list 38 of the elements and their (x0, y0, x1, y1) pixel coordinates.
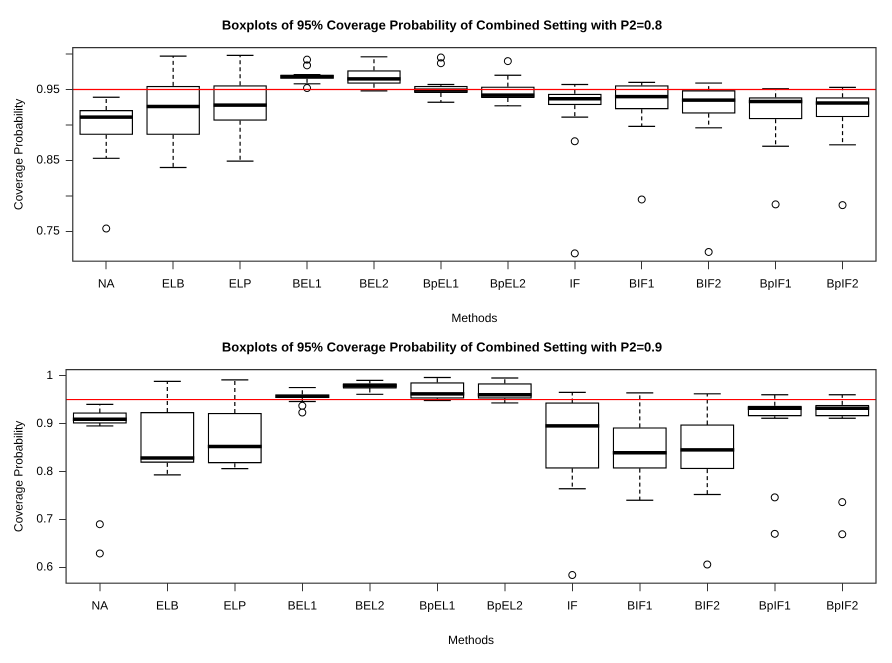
y-tick-label: 0.75 (36, 224, 60, 238)
x-axis-title: Methods (451, 311, 498, 326)
x-tick-label: BIF1 (627, 598, 653, 613)
y-axis-title: Coverage Probability (12, 98, 26, 210)
x-tick-label: BpEL1 (422, 276, 460, 291)
x-tick-label: BpIF1 (758, 598, 792, 613)
y-tick-label: 1 (46, 368, 54, 382)
y-tick-label: 0.8 (36, 464, 54, 478)
x-tick-label: BIF2 (696, 276, 722, 291)
x-axis-title: Methods (448, 633, 494, 648)
y-tick-label: 0.7 (36, 512, 54, 526)
x-tick-label: NA (98, 276, 115, 291)
y-tick-label: 0.6 (36, 560, 54, 574)
x-tick-label: ELB (162, 276, 185, 291)
x-tick-label: BEL2 (359, 276, 389, 291)
y-tick-label: 0.9 (36, 416, 54, 430)
x-tick-label: ELB (156, 598, 179, 613)
x-tick-label: IF (569, 276, 580, 291)
x-tick-label: BpEL2 (486, 598, 524, 613)
y-tick-label: 0.95 (36, 82, 60, 96)
x-tick-label: BpEL2 (490, 276, 526, 291)
x-tick-label: IF (566, 598, 578, 613)
x-tick-label: BpIF1 (760, 276, 792, 291)
y-axis-title: Coverage Probability (12, 420, 26, 532)
x-tick-label: BEL1 (292, 276, 322, 291)
x-tick-label: BIF1 (629, 276, 655, 291)
x-tick-label: ELP (228, 276, 252, 291)
x-tick-label: BpEL1 (419, 598, 456, 613)
x-tick-label: BEL1 (288, 598, 318, 613)
x-tick-label: BpIF2 (826, 598, 859, 613)
y-tick-label: 0.85 (36, 152, 60, 167)
chart-title: Boxplots of 95% Coverage Probability of Combined Setting with P2=0.8 (222, 17, 662, 32)
chart-title: Boxplots of 95% Coverage Probability of Combined Setting with P2=0.9 (222, 339, 662, 354)
x-tick-label: NA (91, 598, 108, 613)
x-tick-label: BpIF2 (826, 276, 859, 291)
x-tick-label: BEL2 (355, 598, 385, 613)
x-tick-label: BIF2 (694, 598, 720, 613)
x-tick-label: ELP (223, 598, 246, 613)
